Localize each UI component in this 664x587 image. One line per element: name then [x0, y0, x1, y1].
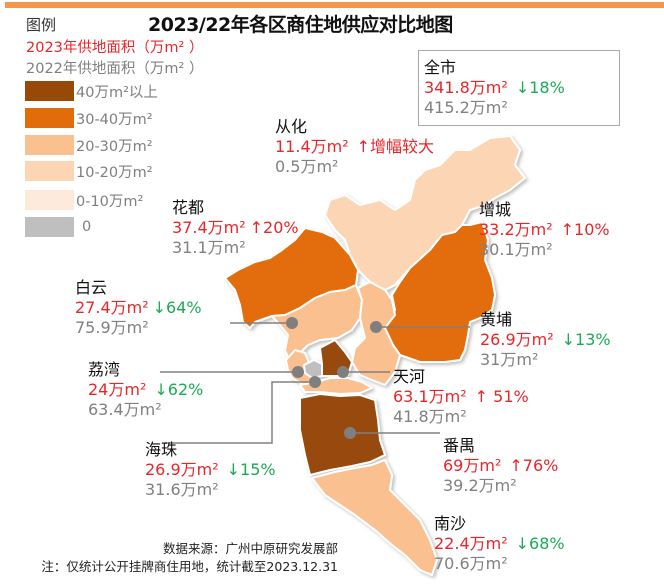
- legend-bin-label: 0: [82, 219, 92, 235]
- value-2022: 63.4万m²: [88, 400, 162, 419]
- district-conghua: [324, 135, 526, 291]
- district-baiyun: [271, 284, 363, 363]
- legend-bin-10-20: 10-20万m²: [25, 161, 153, 181]
- legend-bin-label: 0-10万m²: [76, 193, 144, 210]
- value-2022: 0.5万m²: [275, 157, 339, 176]
- value-2023: 11.4万m²: [275, 137, 349, 156]
- change-down: ↓18%: [515, 78, 565, 97]
- district-nansha: [311, 459, 438, 576]
- marker-baiyun: [286, 317, 298, 329]
- swatch: [25, 81, 74, 101]
- district-name: 南沙: [434, 514, 467, 533]
- value-2023: 63.1万m²: [393, 387, 467, 406]
- legend-bin-30-40: 30-40万m²: [25, 108, 153, 128]
- district-name: 荔湾: [88, 360, 121, 379]
- district-name: 黄埔: [480, 310, 513, 329]
- value-2022: 31.1万m²: [172, 238, 246, 257]
- legend-bin-label: 30-40万m²: [76, 111, 153, 128]
- change-up: ↑20%: [249, 218, 299, 237]
- district-name: 白云: [75, 278, 108, 297]
- value-2022: 30.1万m²: [479, 240, 553, 259]
- callout-citywide: 全市 341.8万m² ↓18% 415.2万m²: [424, 58, 565, 118]
- value-2023: 26.9万m²: [145, 460, 219, 479]
- legend-bin-0-10: 0-10万m²: [25, 190, 143, 210]
- legend-bin-label: 40万m²以上: [76, 84, 158, 101]
- district-panyu: [299, 393, 386, 476]
- callout-conghua: 从化 11.4万m² ↑增幅较大 0.5万m²: [275, 117, 434, 177]
- value-2023: 69万m²: [443, 456, 502, 475]
- legend-bin-label: 10-20万m²: [76, 164, 153, 181]
- swatch: [25, 108, 74, 128]
- district-yuexiu: [303, 359, 323, 379]
- marker-liwan: [292, 366, 304, 378]
- value-2023: 24万m²: [88, 380, 147, 399]
- marker-tianhe: [337, 366, 349, 378]
- change-up: ↑ 51%: [474, 387, 529, 406]
- swatch: [25, 161, 74, 181]
- district-name: 花都: [172, 198, 205, 217]
- district-name: 全市: [424, 58, 457, 77]
- value-2022: 39.2万m²: [443, 476, 517, 495]
- callout-panyu: 番禺 69万m² ↑76% 39.2万m²: [443, 436, 558, 496]
- marker-haizhu: [309, 376, 321, 388]
- footnote: 注：仅统计公开挂牌商住用地，统计截至2023.12.31: [41, 559, 338, 574]
- value-2022: 31.6万m²: [145, 480, 219, 499]
- value-2023: 22.4万m²: [434, 534, 508, 553]
- legend-bin-20-30: 20-30万m²: [25, 135, 153, 155]
- accent-bar: [5, 2, 664, 8]
- swatch: [25, 217, 74, 237]
- legend-bin-zero: 0: [25, 217, 91, 237]
- callout-tianhe: 天河 63.1万m² ↑ 51% 41.8万m²: [393, 367, 529, 427]
- callout-liwan: 荔湾 24万m² ↓62% 63.4万m²: [88, 360, 203, 420]
- callout-haizhu: 海珠 26.9万m² ↓15% 31.6万m²: [145, 440, 276, 500]
- legend-series-2023: 2023年供地面积（万m² ）: [26, 40, 204, 56]
- district-name: 番禺: [443, 436, 476, 455]
- swatch: [25, 135, 74, 155]
- callout-baiyun: 白云 27.4万m² ↓64% 75.9万m²: [75, 278, 202, 338]
- value-2022: 415.2万m²: [424, 98, 508, 117]
- value-2023: 33.2万m²: [479, 220, 553, 239]
- legend-title: 图例: [26, 16, 57, 34]
- change-down: ↓68%: [515, 534, 565, 553]
- value-2022: 70.6万m²: [434, 554, 508, 573]
- district-name: 海珠: [145, 440, 178, 459]
- legend-bin-40plus: 40万m²以上: [25, 81, 158, 101]
- value-2023: 26.9万m²: [480, 330, 554, 349]
- district-name: 天河: [393, 367, 426, 386]
- value-2023: 37.4万m²: [172, 218, 246, 237]
- marker-huangpu: [370, 321, 382, 333]
- swatch: [25, 190, 74, 210]
- callout-huadu: 花都 37.4万m² ↑20% 31.1万m²: [172, 198, 299, 258]
- legend-series-2022: 2022年供地面积（万m² ）: [26, 61, 204, 77]
- map-title: 2023/22年各区商住地供应对比地图: [148, 14, 453, 36]
- change-down: ↓13%: [561, 330, 611, 349]
- district-name: 增城: [479, 200, 512, 219]
- change-down: ↓62%: [154, 380, 204, 399]
- callout-huangpu: 黄埔 26.9万m² ↓13% 31万m²: [480, 310, 611, 370]
- marker-panyu: [344, 427, 356, 439]
- change-up: ↑增幅较大: [356, 137, 435, 156]
- value-2022: 31万m²: [480, 350, 539, 369]
- change-up: ↑76%: [509, 456, 559, 475]
- value-2022: 41.8万m²: [393, 407, 467, 426]
- change-down: ↓15%: [226, 460, 276, 479]
- district-name: 从化: [275, 117, 308, 136]
- callout-nansha: 南沙 22.4万m² ↓68% 70.6万m²: [434, 514, 565, 574]
- district-huangpu: [351, 281, 401, 386]
- data-source: 数据来源：广州中原研究发展部: [162, 541, 338, 556]
- value-2023: 27.4万m²: [75, 298, 149, 317]
- change-down: ↓64%: [152, 298, 202, 317]
- value-2022: 75.9万m²: [75, 318, 149, 337]
- value-2023: 341.8万m²: [424, 78, 508, 97]
- citywide-summary-box: [418, 50, 620, 126]
- callout-zengcheng: 增城 33.2万m² ↑10% 30.1万m²: [479, 200, 610, 260]
- legend-bin-label: 20-30万m²: [76, 138, 153, 155]
- change-up: ↑10%: [560, 220, 610, 239]
